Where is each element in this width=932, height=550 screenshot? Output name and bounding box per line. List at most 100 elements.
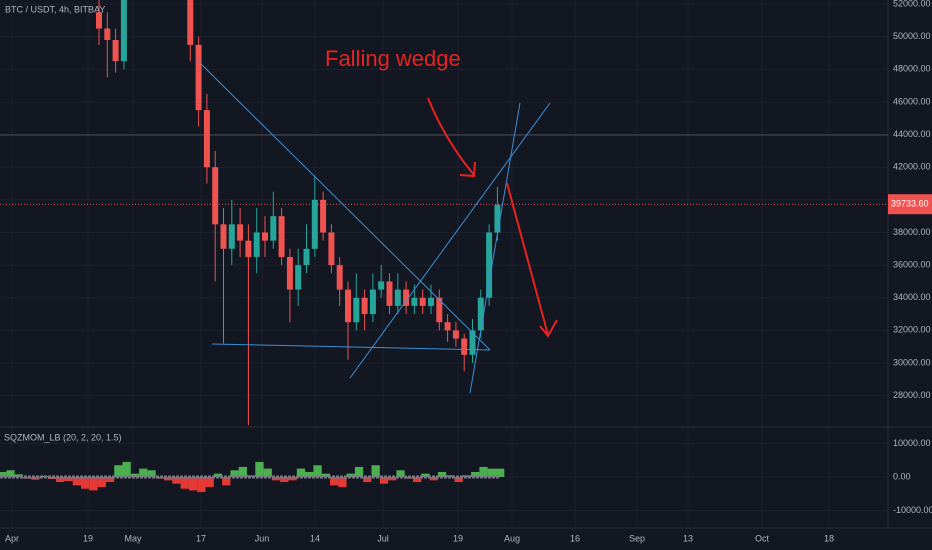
histogram-bar [47,476,57,480]
y-tick-label: 28000.00 [893,390,931,400]
candle-body [419,297,426,306]
histogram-bar [39,475,48,477]
candle-body [228,224,235,249]
axes: Apr 19 May 17 Jun 14 Jul 19 Aug 16 Sep 13 Oct 18 28000… [5,0,932,543]
x-tick-label: 16 [570,533,580,543]
y-tick-label: 42000.00 [893,162,931,172]
histogram-bar [496,468,505,477]
histogram-bar [31,476,40,480]
x-tick-label: 13 [683,533,693,543]
candle-body [112,39,119,62]
candle-body [286,256,293,290]
y-tick-label: 50000.00 [893,31,931,41]
histogram-bar [72,476,81,486]
histogram-bar [288,476,297,481]
candle-body [187,0,194,45]
histogram-bar [479,466,488,477]
histogram [0,461,505,493]
candle-body [494,204,501,233]
histogram-bar [413,476,422,483]
histogram-bar [197,476,206,493]
candle-body [477,297,484,331]
histogram-bar [81,476,90,489]
trendline [349,102,551,379]
candle-body [461,338,468,355]
candle-body [394,289,401,306]
histogram-bar [454,476,463,483]
x-tick-label: 17 [196,533,206,543]
candle-body [120,0,127,62]
candle-body [220,224,227,249]
histogram-bar [271,476,281,481]
candle-body [278,216,285,257]
candle-body [253,232,260,257]
y-tick-label: 36000.00 [893,259,931,269]
candle-body [436,297,443,323]
histogram-bar [321,473,330,477]
histogram-bar [22,476,32,479]
current-price-label: 39733.60 [891,199,929,209]
histogram-bar [305,471,314,477]
y-tick-label: 46000.00 [893,96,931,106]
x-tick-label: Jul [377,533,389,543]
histogram-bar [388,476,397,481]
candle-body [386,281,393,306]
histogram-bar [6,470,15,477]
y-tick-label: 44000.00 [893,129,931,139]
histogram-bar [330,476,339,486]
x-tick-label: Oct [755,533,770,543]
y-tick-label: 38000.00 [893,227,931,237]
histogram-bar [429,476,438,481]
y-tick-label: 10000.00 [893,438,931,448]
drawings [196,59,551,394]
histogram-bar [238,466,247,477]
histogram-bar [421,473,430,477]
candle-body [270,216,277,241]
histogram-bar [122,461,131,477]
candle-body [444,322,451,331]
arrow-curve [427,97,475,176]
annotation: Falling wedge [325,46,461,71]
candle-body [378,281,385,290]
candle-body [295,265,302,290]
x-tick-label: Aug [504,533,520,543]
histogram-bar [222,476,231,486]
trendline [469,102,521,394]
candle-body [403,289,410,306]
arrow-head [539,319,558,338]
histogram-bar [396,470,405,477]
histogram-bar [280,476,289,483]
symbol-label: BTC / USDT, 4h, BITBAY [5,4,105,14]
y-tick-label: 32000.00 [893,325,931,335]
candle-body [336,265,343,290]
candle-body [104,28,111,40]
x-tick-label: 18 [824,533,834,543]
histogram-bar [437,471,447,477]
histogram-bar [147,470,156,477]
candle-body [328,232,335,266]
candle-body [411,297,418,306]
histogram-bar [64,476,73,482]
histogram-bar [230,470,239,477]
candle-body [237,224,244,241]
histogram-bar [205,476,214,488]
candle-body [428,297,434,306]
histogram-bar [255,461,264,477]
indicator-title: SQZMOM_LB (20, 2, 20, 1.5) [4,432,122,442]
candle-body [245,240,252,257]
trendline [196,59,491,351]
y-tick-label: 52000.00 [893,0,931,8]
histogram-bar [155,476,164,479]
y-tick-label: 48000.00 [893,64,931,74]
arrows [427,97,558,338]
candle-body [345,289,351,323]
histogram-bar [56,476,65,483]
candle-body [303,248,310,266]
histogram-bar [346,473,355,477]
histogram-bar [164,476,173,481]
y-tick-label: -10000.00 [893,505,932,515]
candle-body [262,232,268,241]
histogram-bar [180,476,189,489]
histogram-bar [139,468,148,477]
